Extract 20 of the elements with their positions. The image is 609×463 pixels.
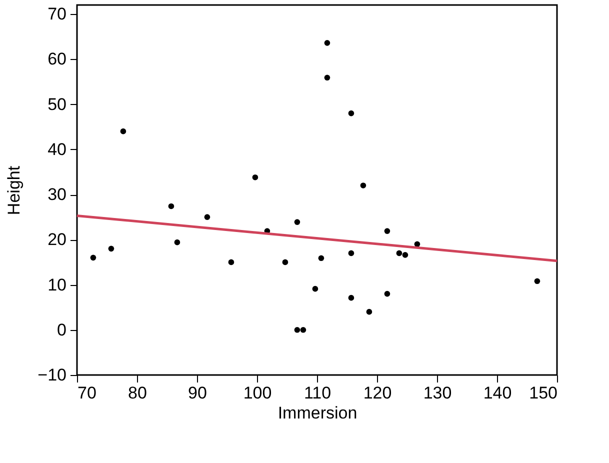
x-tick-label: 80 bbox=[128, 384, 147, 402]
x-tick-label: 100 bbox=[243, 384, 272, 402]
x-tick-label: 120 bbox=[363, 384, 392, 402]
x-tick-label: 90 bbox=[188, 384, 207, 402]
x-tick-label: 130 bbox=[423, 384, 452, 402]
y-tick-label: 30 bbox=[48, 185, 66, 204]
x-tick-label: 150 bbox=[529, 384, 558, 402]
y-tick-label: 10 bbox=[48, 275, 66, 294]
x-tick-label: 140 bbox=[483, 384, 512, 402]
y-tick-label: 40 bbox=[48, 140, 66, 159]
x-tick-label: 110 bbox=[304, 384, 332, 402]
y-axis-title: Height bbox=[4, 166, 24, 216]
y-tick-label: 60 bbox=[48, 50, 66, 69]
y-tick-label: 0 bbox=[57, 320, 66, 340]
y-tick-label: 70 bbox=[48, 4, 66, 24]
y-tick-label: 50 bbox=[48, 94, 66, 114]
y-tick-label: −10 bbox=[38, 366, 66, 384]
x-tick-label: 70 bbox=[78, 384, 96, 402]
x-axis-title: Immersion bbox=[278, 404, 358, 422]
y-tick-label: 20 bbox=[48, 230, 66, 250]
